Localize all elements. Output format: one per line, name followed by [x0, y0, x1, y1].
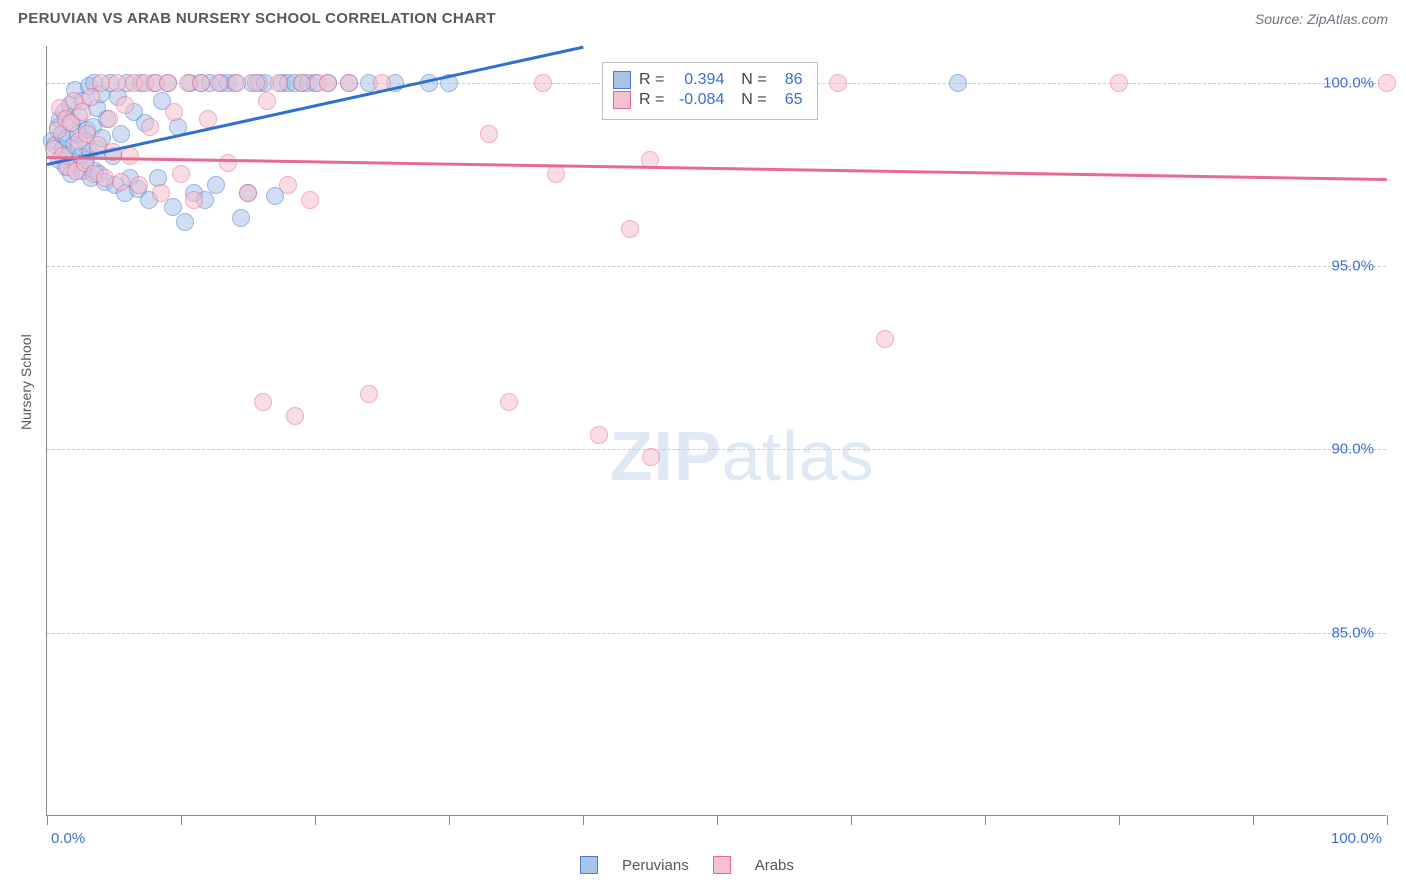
- scatter-point: [258, 92, 276, 110]
- chart-title: PERUVIAN VS ARAB NURSERY SCHOOL CORRELAT…: [18, 10, 496, 27]
- scatter-point: [360, 385, 378, 403]
- scatter-point: [247, 74, 265, 92]
- x-tick: [1119, 815, 1120, 825]
- y-tick-label: 85.0%: [1331, 624, 1374, 641]
- source-attribution: Source: ZipAtlas.com: [1255, 11, 1388, 27]
- scatter-point: [219, 154, 237, 172]
- gridline: [47, 266, 1386, 267]
- scatter-point: [210, 74, 228, 92]
- scatter-point: [534, 74, 552, 92]
- x-tick: [583, 815, 584, 825]
- x-tick: [1387, 815, 1388, 825]
- scatter-point: [270, 74, 288, 92]
- scatter-point: [621, 220, 639, 238]
- scatter-point: [286, 407, 304, 425]
- scatter-point: [96, 169, 114, 187]
- scatter-point: [207, 176, 225, 194]
- scatter-point: [112, 125, 130, 143]
- scatter-point: [642, 448, 660, 466]
- x-tick: [449, 815, 450, 825]
- x-tick: [315, 815, 316, 825]
- scatter-point: [1378, 74, 1396, 92]
- scatter-point: [152, 184, 170, 202]
- stats-row: R =-0.084 N =65: [613, 91, 803, 109]
- scatter-point: [228, 74, 246, 92]
- scatter-point: [112, 173, 130, 191]
- y-tick-label: 100.0%: [1323, 74, 1374, 91]
- scatter-point: [279, 176, 297, 194]
- scatter-point: [301, 191, 319, 209]
- scatter-point: [165, 103, 183, 121]
- legend-label: Arabs: [755, 857, 794, 874]
- scatter-point: [829, 74, 847, 92]
- scatter-point: [121, 147, 139, 165]
- scatter-point: [480, 125, 498, 143]
- x-tick-label: 100.0%: [1331, 830, 1382, 847]
- scatter-point: [1110, 74, 1128, 92]
- scatter-point: [239, 184, 257, 202]
- chart-legend: Peruvians Arabs: [580, 856, 794, 874]
- x-tick: [851, 815, 852, 825]
- scatter-point: [141, 118, 159, 136]
- scatter-point: [590, 426, 608, 444]
- correlation-stats-box: R =0.394 N =86 R =-0.084 N =65: [602, 62, 818, 120]
- scatter-point: [172, 165, 190, 183]
- chart-plot-area: 85.0%90.0%95.0%100.0%0.0%100.0%ZIPatlasR…: [46, 46, 1386, 816]
- series-swatch: [613, 71, 631, 89]
- scatter-point: [319, 74, 337, 92]
- stats-row: R =0.394 N =86: [613, 71, 803, 89]
- y-axis-label: Nursery School: [18, 334, 34, 430]
- gridline: [47, 633, 1386, 634]
- scatter-point: [547, 165, 565, 183]
- x-tick: [47, 815, 48, 825]
- scatter-point: [176, 213, 194, 231]
- legend-swatch: [580, 856, 598, 874]
- series-swatch: [613, 91, 631, 109]
- y-tick-label: 90.0%: [1331, 441, 1374, 458]
- x-tick: [181, 815, 182, 825]
- scatter-point: [500, 393, 518, 411]
- trend-line: [47, 156, 1387, 181]
- scatter-point: [949, 74, 967, 92]
- scatter-point: [254, 393, 272, 411]
- x-tick: [1253, 815, 1254, 825]
- scatter-point: [192, 74, 210, 92]
- x-tick: [717, 815, 718, 825]
- legend-label: Peruvians: [622, 857, 689, 874]
- scatter-point: [130, 176, 148, 194]
- scatter-point: [116, 96, 134, 114]
- scatter-point: [340, 74, 358, 92]
- x-tick-label: 0.0%: [51, 830, 85, 847]
- scatter-point: [100, 110, 118, 128]
- scatter-point: [108, 74, 126, 92]
- scatter-point: [232, 209, 250, 227]
- scatter-point: [159, 74, 177, 92]
- scatter-point: [876, 330, 894, 348]
- legend-swatch: [713, 856, 731, 874]
- x-tick: [985, 815, 986, 825]
- scatter-point: [185, 191, 203, 209]
- gridline: [47, 449, 1386, 450]
- y-tick-label: 95.0%: [1331, 258, 1374, 275]
